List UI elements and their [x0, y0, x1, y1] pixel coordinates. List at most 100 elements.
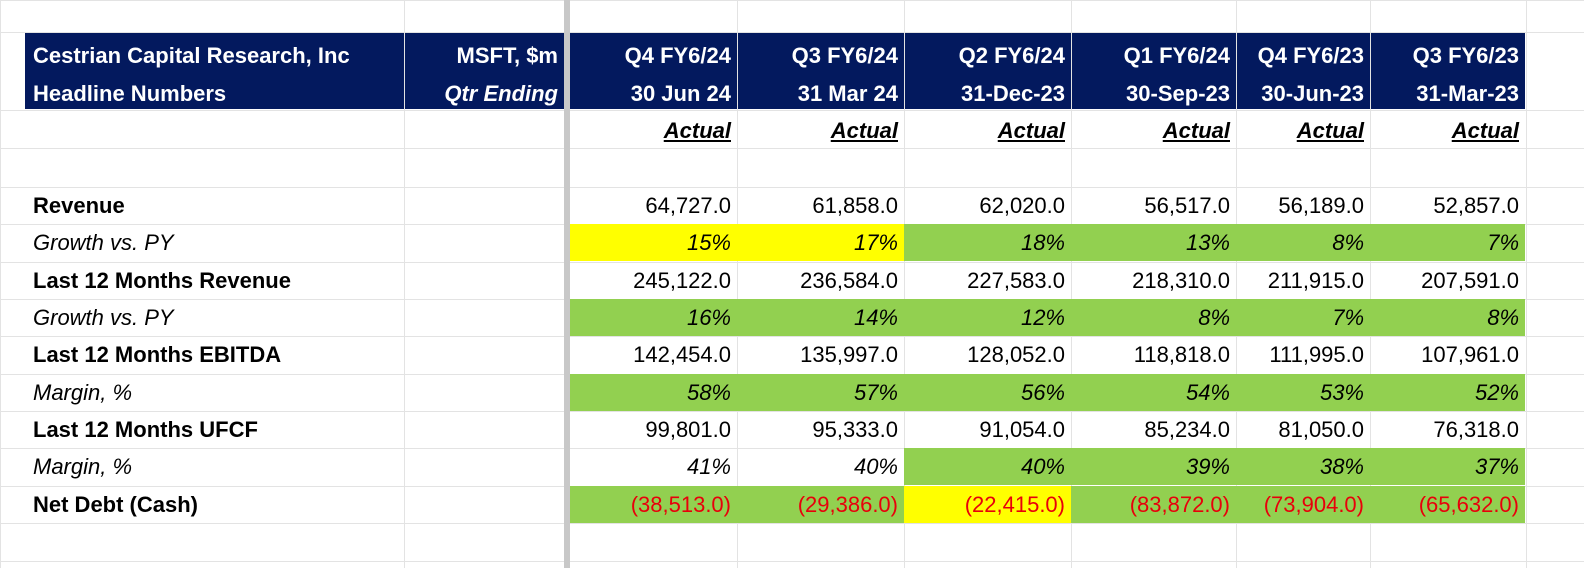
column-date: 30 Jun 24 — [630, 80, 731, 106]
data-cell[interactable]: 76,318.0 — [1433, 416, 1519, 442]
data-cell[interactable]: 41% — [686, 453, 731, 479]
column-divider[interactable] — [564, 0, 570, 568]
header-ticker: MSFT, $m — [456, 42, 558, 68]
data-cell[interactable]: 56% — [904, 374, 1071, 411]
grid-hline — [0, 187, 1584, 188]
row-label: Last 12 Months UFCF — [33, 416, 258, 442]
data-cell[interactable]: 53% — [1236, 374, 1370, 411]
data-cell[interactable]: 211,915.0 — [1267, 267, 1364, 293]
data-cell[interactable]: 56,189.0 — [1278, 192, 1364, 218]
data-cell[interactable]: 91,054.0 — [979, 416, 1065, 442]
data-cell[interactable]: 142,454.0 — [633, 341, 731, 367]
row-label: Growth vs. PY — [33, 304, 174, 330]
column-quarter: Q4 FY6/23 — [1257, 42, 1364, 68]
grid-vline — [1526, 0, 1527, 568]
data-cell[interactable]: 14% — [737, 299, 904, 336]
data-cell[interactable]: 62,020.0 — [979, 192, 1065, 218]
data-cell[interactable]: 236,584.0 — [800, 267, 898, 293]
grid-vline — [0, 0, 1, 568]
data-cell[interactable]: 7% — [1370, 224, 1525, 261]
column-quarter: Q1 FY6/24 — [1123, 42, 1230, 68]
grid-hline — [0, 411, 1584, 412]
row-label: Growth vs. PY — [33, 229, 174, 255]
status-label: Actual — [1451, 117, 1519, 143]
grid-vline — [1236, 0, 1237, 568]
data-cell[interactable]: 15% — [570, 224, 737, 261]
status-label: Actual — [663, 117, 731, 143]
data-cell[interactable]: 54% — [1071, 374, 1236, 411]
data-cell[interactable]: 135,997.0 — [800, 341, 898, 367]
data-cell[interactable]: 52,857.0 — [1433, 192, 1519, 218]
data-cell[interactable]: 39% — [1071, 448, 1236, 485]
grid-hline — [0, 262, 1584, 263]
data-cell[interactable]: 17% — [737, 224, 904, 261]
data-cell[interactable]: 118,818.0 — [1133, 341, 1230, 367]
column-status: Actual — [570, 112, 737, 149]
data-cell[interactable]: 8% — [1370, 299, 1525, 336]
data-cell[interactable]: 52% — [1370, 374, 1525, 411]
row-label: Revenue — [33, 192, 125, 218]
data-cell[interactable]: 218,310.0 — [1132, 267, 1230, 293]
data-cell[interactable]: 85,234.0 — [1144, 416, 1230, 442]
data-cell[interactable]: 64,727.0 — [645, 192, 731, 218]
column-quarter: Q2 FY6/24 — [958, 42, 1065, 68]
data-cell[interactable]: 12% — [904, 299, 1071, 336]
data-cell[interactable]: 40% — [904, 448, 1071, 485]
data-cell[interactable]: 7% — [1236, 299, 1370, 336]
grid-hline — [0, 0, 1584, 1]
data-cell[interactable]: 58% — [570, 374, 737, 411]
row-label: Last 12 Months Revenue — [33, 267, 291, 293]
grid-hline — [0, 110, 1584, 111]
data-cell[interactable]: 16% — [570, 299, 737, 336]
data-cell[interactable]: 13% — [1071, 224, 1236, 261]
column-quarter: Q4 FY6/24 — [624, 42, 731, 68]
column-date: 31-Dec-23 — [961, 80, 1065, 106]
data-cell[interactable]: (73,904.0) — [1236, 486, 1370, 523]
data-cell[interactable]: 95,333.0 — [812, 416, 898, 442]
data-cell[interactable]: 56,517.0 — [1144, 192, 1230, 218]
column-status: Actual — [1071, 112, 1236, 149]
grid-hline — [0, 336, 1584, 337]
data-cell[interactable]: 99,801.0 — [645, 416, 731, 442]
grid-vline — [1370, 0, 1371, 568]
column-date: 30-Sep-23 — [1126, 80, 1230, 106]
data-cell[interactable]: 207,591.0 — [1421, 267, 1519, 293]
data-cell[interactable]: 81,050.0 — [1278, 416, 1364, 442]
data-cell[interactable]: (83,872.0) — [1071, 486, 1236, 523]
status-label: Actual — [997, 117, 1065, 143]
data-cell[interactable]: 111,995.0 — [1269, 341, 1364, 367]
data-cell[interactable]: 8% — [1236, 224, 1370, 261]
column-status: Actual — [1370, 112, 1525, 149]
data-cell[interactable]: 18% — [904, 224, 1071, 261]
data-cell[interactable]: (38,513.0) — [570, 486, 737, 523]
data-cell[interactable]: (22,415.0) — [904, 486, 1071, 523]
data-cell[interactable]: 227,583.0 — [967, 267, 1065, 293]
data-cell[interactable]: 37% — [1370, 448, 1525, 485]
data-cell[interactable]: 128,052.0 — [967, 341, 1065, 367]
grid-hline — [0, 148, 1584, 149]
data-cell[interactable]: 61,858.0 — [812, 192, 898, 218]
data-cell[interactable]: 57% — [737, 374, 904, 411]
data-cell[interactable]: 40% — [853, 453, 898, 479]
data-cell[interactable]: 107,961.0 — [1421, 341, 1519, 367]
row-label: Margin, % — [33, 453, 133, 479]
grid-hline — [0, 448, 1584, 449]
row-label: Last 12 Months EBITDA — [33, 341, 282, 367]
data-cell[interactable]: (29,386.0) — [737, 486, 904, 523]
status-label: Actual — [830, 117, 898, 143]
header-company: Cestrian Capital Research, Inc — [33, 42, 350, 68]
column-status: Actual — [737, 112, 904, 149]
data-cell[interactable]: 38% — [1236, 448, 1370, 485]
data-cell[interactable]: 245,122.0 — [633, 267, 731, 293]
row-label: Net Debt (Cash) — [33, 491, 199, 517]
data-cell[interactable]: (65,632.0) — [1370, 486, 1525, 523]
status-label: Actual — [1296, 117, 1364, 143]
column-status: Actual — [1236, 112, 1370, 149]
column-quarter: Q3 FY6/24 — [791, 42, 898, 68]
header-band-left — [25, 32, 564, 109]
grid-vline — [737, 0, 738, 568]
data-cell[interactable]: 8% — [1071, 299, 1236, 336]
status-label: Actual — [1162, 117, 1230, 143]
grid-hline — [0, 561, 1584, 562]
